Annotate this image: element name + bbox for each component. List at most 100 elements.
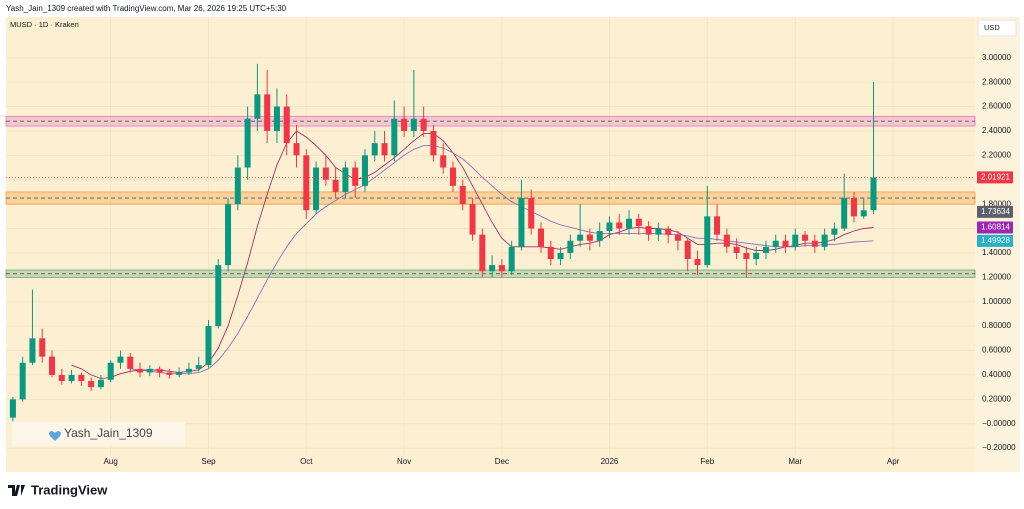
x-tick-label: Sep [201,457,216,466]
y-tick-label: 0.80000 [982,321,1011,330]
candle-body [772,240,779,247]
candle-body [547,246,554,260]
candle-body [508,246,515,272]
price-tag-label: 1.73634 [981,207,1010,216]
candle-body [440,155,447,168]
price-tag [977,221,1013,234]
watermark-box [12,422,185,446]
tv-logo [8,485,25,496]
candle-body [694,259,701,266]
candle-body [78,374,85,382]
candle-body [802,234,809,241]
candle-body [401,118,408,131]
candle-body [19,362,26,400]
footer-brand: TradingView [31,482,108,497]
candle-body [449,167,456,186]
candle-body [176,372,183,375]
candle-body [283,106,290,144]
candle-body [293,143,300,156]
candle-body [841,198,848,229]
candle-body [459,185,466,205]
candle-body [313,167,320,211]
footer-bg [0,472,1024,509]
candle-body [430,130,437,156]
candle-body [626,218,633,229]
candle-body [49,356,56,375]
candle-body [528,198,535,229]
x-tick-label: Dec [495,457,509,466]
candle-body [303,155,310,211]
candle-body [225,204,232,266]
candle-body [635,218,642,227]
candle-body [420,118,427,131]
candle-body [29,338,36,363]
candle-body [68,374,75,382]
candle-body [792,234,799,247]
candle-body [361,155,368,186]
y-tick-label: 2.60000 [982,102,1011,111]
candle-body [762,246,769,253]
x-tick-label: Feb [700,457,714,466]
y-tick-label: 1.00000 [982,297,1011,306]
x-tick-label: Oct [300,457,313,466]
y-tick-label: 2.80000 [982,77,1011,86]
credit: Yash_Jain_1309 created with TradingView.… [6,4,287,13]
candle-body [371,143,378,156]
candle-body [684,240,691,260]
candle-body [782,240,789,247]
price-tag [977,171,1013,184]
x-tick-label: Aug [104,457,118,466]
candle-body [870,177,877,211]
price-tag-label: 1.60814 [981,223,1010,232]
candle-body [137,368,144,373]
y-tick-label: 0.40000 [982,370,1011,379]
candle-body [674,234,681,241]
candle-body [489,265,496,272]
y-tick-label: 2.20000 [982,150,1011,159]
candle-body [518,198,525,247]
plot: 3.000002.800002.600002.400002.200002.000… [5,17,1016,466]
candle-body [538,228,545,247]
candle-body [58,374,65,382]
candle-body [342,167,349,192]
candle-body [645,226,652,235]
candle-body [616,222,623,229]
candle-body [665,228,672,235]
candle-body [9,399,16,418]
candle-body [127,356,134,369]
candle-body [195,365,202,369]
candle-body [391,118,398,156]
candle-body [811,240,818,247]
currency: USD [984,23,1000,32]
x-tick-label: Nov [397,457,411,466]
moving-average [130,145,874,375]
candle-body [557,252,564,260]
candle-body [146,368,153,373]
candle-body [185,368,192,373]
x-tick-label: Apr [887,457,900,466]
candle-body [244,118,251,168]
candle-body [332,179,339,192]
price-tag [977,205,1013,218]
currency-box [977,19,1017,37]
moving-average [71,130,874,380]
y-tick-label: 1.20000 [982,272,1011,281]
candle-body [704,216,711,266]
candle-body [606,222,613,231]
y-tick-label: 0.60000 [982,346,1011,355]
heart-icon [49,431,61,441]
candle-body [410,118,417,131]
candle-body [273,106,280,131]
candle-body [479,234,486,272]
candle-body [469,204,476,235]
candle-body [322,167,329,180]
candle-body [234,167,241,205]
symbol: MUSD · 1D · Kraken [10,20,79,29]
candle-body [567,240,574,253]
candle-body [264,94,271,131]
candle-body [39,338,46,357]
candle-body [753,252,760,260]
candle-body [498,265,505,272]
candle-body [117,356,124,363]
